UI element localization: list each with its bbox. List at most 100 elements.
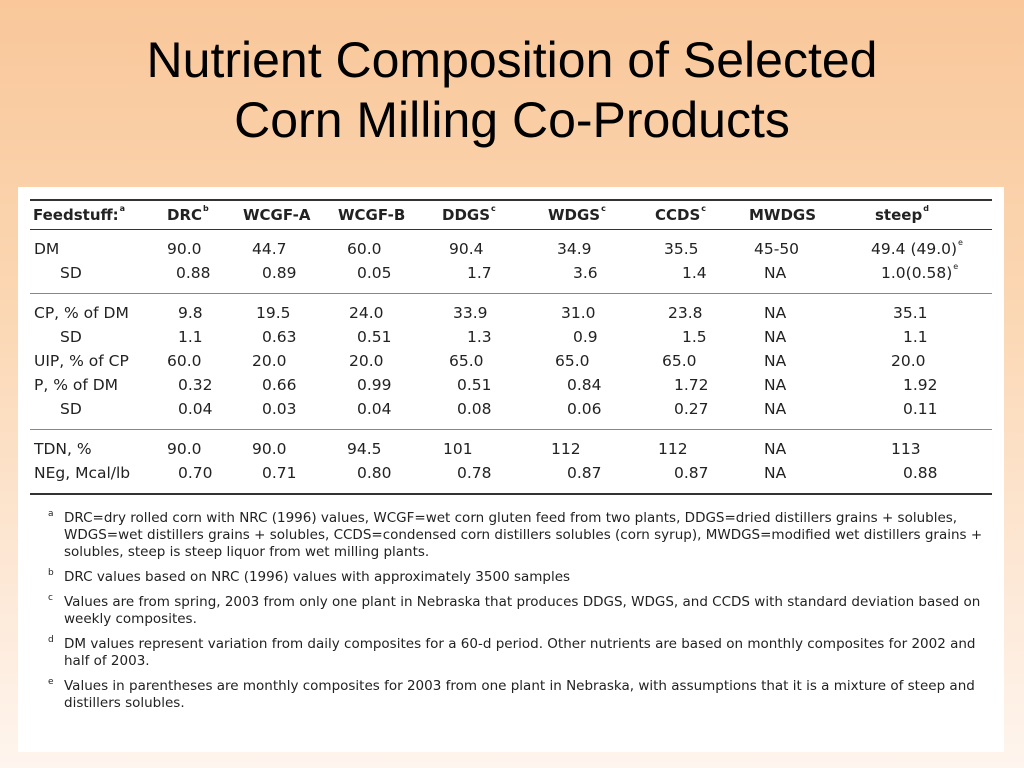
cell-drc: 9.8	[178, 304, 203, 322]
footnote-e: e Values in parentheses are monthly comp…	[30, 677, 992, 712]
cell-wcgf-b: 20.0	[349, 352, 384, 370]
cell-mwdgs: NA	[746, 261, 845, 294]
cell-wcgf-a: 90.0	[252, 440, 287, 458]
cell-mwdgs: NA	[746, 397, 845, 430]
cell-wcgf-a: 20.0	[252, 352, 287, 370]
cell-drc: 0.32	[178, 376, 213, 394]
cell-wdgs: 3.6	[545, 261, 652, 294]
cell-ddgs: 1.3	[467, 328, 492, 346]
footnote-mark: a	[48, 509, 54, 519]
header-ccds: CCDSc	[652, 199, 746, 230]
cell-wdgs: 0.9	[573, 328, 598, 346]
header-steep: steepd	[845, 199, 992, 230]
header-wdgs: WDGSc	[545, 199, 652, 230]
cell-mwdgs: NA	[764, 440, 787, 458]
footnote-text: DRC values based on NRC (1996) values wi…	[64, 569, 571, 585]
cell-steep: 0.88	[845, 461, 992, 495]
cell-wcgf-b: 60.0	[347, 240, 382, 258]
cell-wcgf-a: 0.03	[240, 397, 335, 430]
row-neg: NEg, Mcal/lb 0.70 0.71 0.80 0.78 0.87 0.…	[30, 461, 992, 495]
cell-ccds: 23.8	[668, 304, 703, 322]
row-label: SD	[30, 261, 164, 294]
row-label: NEg, Mcal/lb	[30, 461, 164, 495]
row-p-sd: SD 0.04 0.03 0.04 0.08 0.06 0.27 NA 0.11	[30, 397, 992, 430]
cell-ccds: 1.5	[682, 328, 707, 346]
cell-wdgs: 0.87	[545, 461, 652, 495]
header-mwdgs: MWDGS	[746, 199, 845, 230]
cell-wcgf-a: 0.89	[240, 261, 335, 294]
nutrient-table: Feedstuff:a DRCb WCGF-A WCGF-B DDGSc WDG…	[30, 199, 992, 495]
cell-wdgs: 31.0	[561, 304, 596, 322]
row-label: TDN, %	[34, 440, 92, 458]
table-wrapper: Feedstuff:a DRCb WCGF-A WCGF-B DDGSc WDG…	[30, 199, 992, 495]
cell-wcgf-b: 0.04	[335, 397, 439, 430]
cell-wcgf-a: 44.7	[252, 240, 287, 258]
cell-wcgf-b: 0.05	[335, 261, 439, 294]
cell-wdgs: 0.06	[545, 397, 652, 430]
cell-wcgf-b: 0.51	[357, 328, 392, 346]
cell-ccds: 112	[658, 440, 688, 458]
cell-steep: 113	[891, 440, 921, 458]
header-wcgf-a: WCGF-A	[240, 199, 335, 230]
row-label: CP, % of DM	[34, 304, 129, 322]
cell-mwdgs: NA	[764, 376, 787, 394]
cell-drc: 0.88	[164, 261, 240, 294]
cell-drc: 60.0	[167, 352, 202, 370]
row-uip: UIP, % of CP 60.0 20.0 20.0 65.0 65.0 65…	[30, 349, 992, 373]
cell-ccds: 1.4	[652, 261, 746, 294]
footnote-a: a DRC=dry rolled corn with NRC (1996) va…	[30, 509, 992, 561]
footnote-d: d DM values represent variation from dai…	[30, 635, 992, 670]
cell-ccds: 65.0	[662, 352, 697, 370]
row-label: SD	[30, 397, 164, 430]
footnote-mark: c	[48, 593, 53, 603]
row-label: DM	[34, 240, 60, 258]
cell-wcgf-b: 0.99	[357, 376, 392, 394]
footnote-mark: b	[48, 568, 54, 578]
row-tdn: TDN, % 90.0 90.0 94.5 101 112 112 NA 113	[30, 430, 992, 462]
cell-wcgf-a: 0.63	[262, 328, 297, 346]
cell-ccds: 35.5	[664, 240, 699, 258]
slide-title: Nutrient Composition of Selected Corn Mi…	[0, 30, 1024, 150]
cell-drc: 1.1	[178, 328, 203, 346]
footnote-text: Values are from spring, 2003 from only o…	[64, 594, 981, 627]
cell-ddgs: 65.0	[449, 352, 484, 370]
slide-title-line-1: Nutrient Composition of Selected	[146, 32, 878, 88]
footnote-text: DM values represent variation from daily…	[64, 636, 976, 669]
cell-wcgf-b: 24.0	[349, 304, 384, 322]
cell-ddgs: 0.78	[439, 461, 545, 495]
cell-steep: 1.1	[903, 328, 928, 346]
footnote-b: b DRC values based on NRC (1996) values …	[30, 568, 992, 586]
cell-wdgs: 0.84	[567, 376, 602, 394]
footnotes: a DRC=dry rolled corn with NRC (1996) va…	[30, 509, 992, 720]
row-dm-sd: SD 0.88 0.89 0.05 1.7 3.6 1.4 NA 1.0(0.5…	[30, 261, 992, 294]
cell-steep: 20.0	[891, 352, 926, 370]
cell-mwdgs: NA	[764, 328, 787, 346]
footnote-text: Values in parentheses are monthly compos…	[64, 678, 975, 711]
cell-ccds: 0.27	[652, 397, 746, 430]
footnote-mark: e	[48, 677, 54, 687]
cell-drc: 0.04	[164, 397, 240, 430]
header-drc: DRCb	[164, 199, 240, 230]
cell-mwdgs: 45-50	[754, 240, 800, 258]
cell-wcgf-a: 0.66	[262, 376, 297, 394]
cell-ddgs: 0.51	[457, 376, 492, 394]
row-p: P, % of DM 0.32 0.66 0.99 0.51 0.84 1.72…	[30, 373, 992, 397]
row-label: P, % of DM	[34, 376, 119, 394]
cell-ddgs: 90.4	[449, 240, 484, 258]
cell-steep: 1.0(0.58)e	[845, 261, 992, 294]
header-feedstuff: Feedstuff:a	[30, 199, 164, 230]
table-panel: Feedstuff:a DRCb WCGF-A WCGF-B DDGSc WDG…	[18, 187, 1004, 752]
cell-wcgf-a: 19.5	[256, 304, 291, 322]
cell-ccds: 1.72	[674, 376, 709, 394]
cell-wcgf-b: 0.80	[335, 461, 439, 495]
cell-wdgs: 65.0	[555, 352, 590, 370]
cell-steep: 35.1	[893, 304, 928, 322]
row-dm: DM 90.0 44.7 60.0 90.4 34.9 35.5 45-50 4…	[30, 230, 992, 262]
cell-ddgs: 1.7	[439, 261, 545, 294]
slide-title-line-2: Corn Milling Co-Products	[234, 92, 790, 148]
cell-drc: 90.0	[167, 440, 202, 458]
footnote-mark: d	[48, 635, 54, 645]
cell-steep: 1.92	[903, 376, 938, 394]
cell-ddgs: 101	[443, 440, 473, 458]
cell-steep: 0.11	[845, 397, 992, 430]
